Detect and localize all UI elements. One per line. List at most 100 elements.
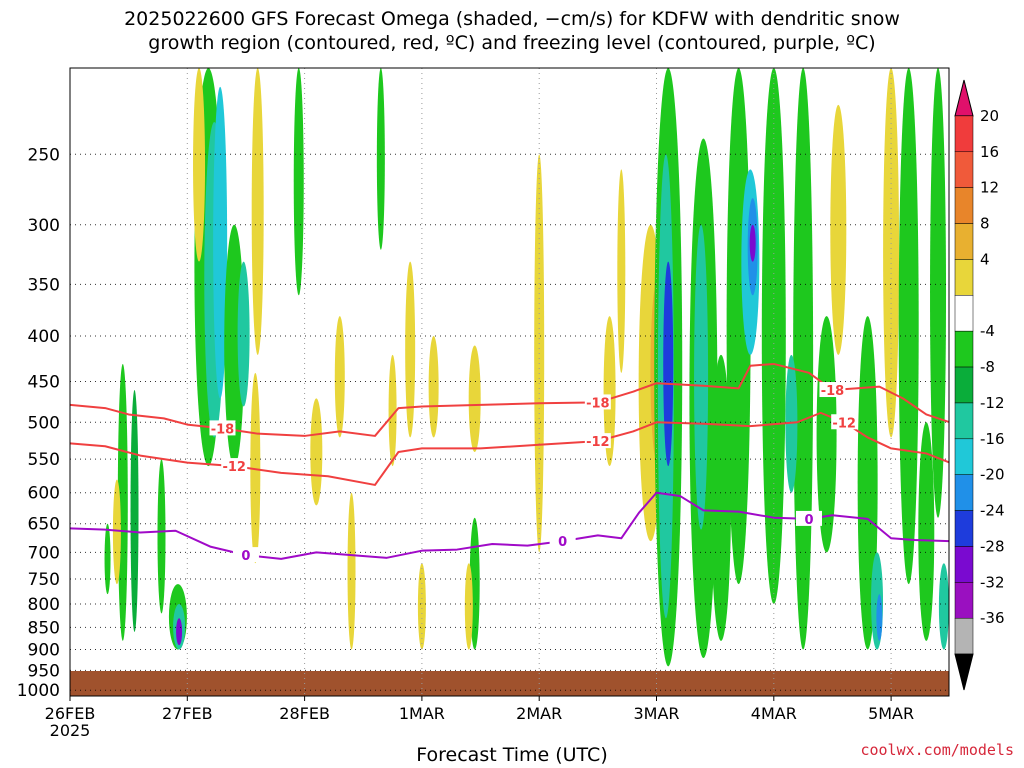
colorbar-arrow-top xyxy=(954,79,974,117)
colorbar-label: -32 xyxy=(980,573,1005,591)
omega-cell xyxy=(918,422,935,641)
colorbar-swatch xyxy=(954,510,974,547)
colorbar-swatch xyxy=(954,366,974,404)
omega-cell xyxy=(428,335,439,438)
x-tick-label: 3MAR xyxy=(633,704,679,723)
colorbar-swatch xyxy=(954,438,974,475)
omega-shading-layer xyxy=(104,68,949,667)
contour-label-bg xyxy=(584,433,611,449)
contour-label: -18 xyxy=(821,384,845,399)
y-tick-label: 750 xyxy=(28,570,60,590)
contour-label: -12 xyxy=(222,460,246,475)
colorbar-label: -16 xyxy=(980,430,1005,448)
contour-label-bg xyxy=(819,382,846,398)
x-tick-label: 2MAR xyxy=(516,704,562,723)
x-tick-label: 28FEB xyxy=(279,704,330,723)
omega-cell xyxy=(830,104,847,355)
contour-label-bg xyxy=(232,547,259,563)
contour-label-bg xyxy=(795,510,822,526)
colorbar-label: -24 xyxy=(980,502,1005,520)
y-tick-label: 950 xyxy=(28,661,60,681)
source-credit[interactable]: coolwx.com/models xyxy=(860,741,1014,759)
omega-cell xyxy=(130,390,139,632)
contour-label: 0 xyxy=(558,535,567,550)
omega-cell xyxy=(603,316,616,467)
colorbar-label: -36 xyxy=(980,609,1005,627)
ground-surface xyxy=(70,671,949,696)
omega-cell xyxy=(213,86,228,399)
omega-cell xyxy=(293,68,304,296)
colorbar-label: -20 xyxy=(980,466,1005,484)
colorbar-swatch xyxy=(954,187,974,224)
contour-label: -18 xyxy=(586,396,610,411)
colorbar-swatch xyxy=(954,295,974,332)
omega-cell xyxy=(785,354,798,493)
colorbar-swatch xyxy=(954,474,974,511)
y-tick-label: 250 xyxy=(28,145,60,165)
omega-cell xyxy=(112,479,121,585)
colorbar-label: 20 xyxy=(980,107,999,125)
omega-cell xyxy=(237,261,250,407)
x-tick-label: 26FEB xyxy=(45,704,96,723)
contour-label: 0 xyxy=(804,513,813,528)
contour-label: -18 xyxy=(211,422,235,437)
omega-cell xyxy=(816,316,837,553)
omega-cell xyxy=(193,68,206,262)
x-tick-label: 1MAR xyxy=(399,704,445,723)
colorbar-arrow-bottom xyxy=(954,653,974,691)
colorbar-swatch xyxy=(954,617,974,655)
omega-cell xyxy=(117,363,128,641)
y-tick-label: 600 xyxy=(28,484,60,504)
y-tick-label: 1000 xyxy=(17,681,60,701)
colorbar-swatch xyxy=(954,330,974,368)
omega-cell xyxy=(334,316,345,438)
omega-cell xyxy=(251,68,264,355)
y-tick-label: 850 xyxy=(28,618,60,638)
colorbar-label: 12 xyxy=(980,179,999,197)
contour-label: 0 xyxy=(241,549,250,564)
contour-label-bg xyxy=(549,533,576,549)
y-tick-label: 450 xyxy=(28,373,60,393)
contour-layer: -18 -18 -18 -12 -12 -12 0 0 0 xyxy=(70,362,949,564)
omega-cell xyxy=(857,316,878,650)
y-tick-label: 400 xyxy=(28,327,60,347)
omega-cell xyxy=(405,261,416,438)
x-tick-label: 2025 xyxy=(50,721,91,740)
omega-cell xyxy=(617,169,626,373)
contour-label: -12 xyxy=(832,416,856,431)
colorbar-legend: 20 16 12 8 4 -4 -8 -12 -16 -20 -24 -28 -32 -36 xyxy=(954,79,1005,691)
colorbar-label: -28 xyxy=(980,537,1005,555)
colorbar-swatch xyxy=(954,582,974,619)
chart-title-line-1: 2025022600 GFS Forecast Omega (shaded, −… xyxy=(124,8,900,30)
y-tick-label: 550 xyxy=(28,450,60,470)
colorbar-label: -12 xyxy=(980,394,1005,412)
colorbar-swatch xyxy=(954,402,974,440)
y-tick-label: 300 xyxy=(28,216,60,236)
colorbar-label: 16 xyxy=(980,143,999,161)
contour-label: -12 xyxy=(586,435,610,450)
colorbar-label: -8 xyxy=(980,358,995,376)
x-tick-label: 4MAR xyxy=(751,704,797,723)
colorbar-swatch xyxy=(954,223,974,260)
omega-cell xyxy=(761,68,786,604)
omega-cell xyxy=(388,354,397,467)
y-tick-label: 800 xyxy=(28,595,60,615)
y-tick-label: 650 xyxy=(28,515,60,535)
contour-label-bg xyxy=(221,458,248,474)
y-tick-label: 900 xyxy=(28,641,60,661)
contour-label-bg xyxy=(209,420,236,436)
contour-label-bg xyxy=(831,414,858,430)
y-tick-label: 500 xyxy=(28,413,60,433)
x-axis-label: Forecast Time (UTC) xyxy=(416,744,608,766)
omega-cell xyxy=(464,563,473,650)
colorbar-swatch xyxy=(954,546,974,583)
omega-cell xyxy=(104,523,111,595)
omega-cell xyxy=(883,68,900,438)
colorbar-swatch xyxy=(954,259,974,296)
omega-cell xyxy=(176,618,183,646)
y-tick-label: 350 xyxy=(28,275,60,295)
colorbar-label: 4 xyxy=(980,250,990,268)
colorbar-swatch xyxy=(954,151,974,188)
